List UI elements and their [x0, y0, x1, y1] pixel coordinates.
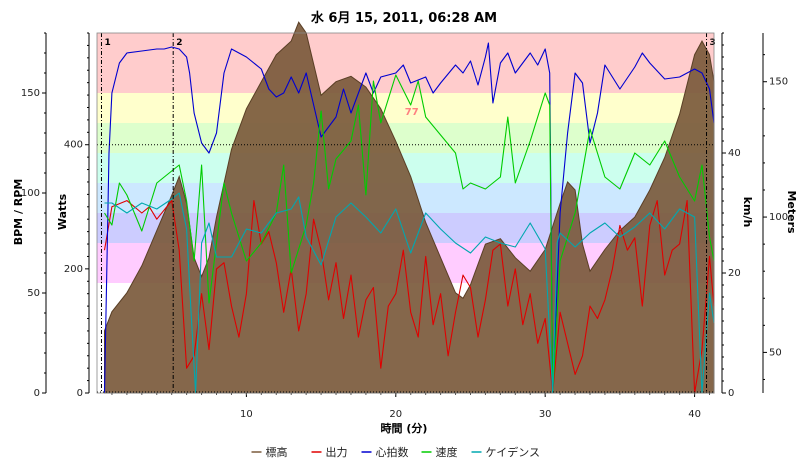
- legend: 標高 出力 心拍数 速度 ケイデンス: [251, 445, 541, 459]
- x-tick-label: 40: [688, 409, 701, 420]
- hr-zone-band: [97, 33, 714, 93]
- x-tick-label: 10: [240, 409, 253, 420]
- x-axis-title: 時間 (分): [381, 421, 428, 435]
- interval-marker-label: 2: [176, 38, 182, 48]
- series-line-出力: [103, 200, 715, 394]
- series-layer: [103, 21, 715, 394]
- watts-tick-label: 400: [64, 140, 83, 151]
- watts-tick-label: 200: [64, 264, 83, 275]
- legend-label: ケイデンス: [486, 445, 541, 459]
- hr-zone-band: [97, 93, 714, 123]
- x-tick-label: 20: [389, 409, 402, 420]
- speed-axis-title: km/h: [741, 197, 754, 228]
- bpm-rpm-axis-title: BPM / RPM: [12, 179, 25, 246]
- legend-label: 速度: [436, 445, 458, 459]
- series-line-心拍数: [103, 42, 715, 394]
- bpm-rpm-tick-label: 150: [21, 88, 40, 99]
- bpm-rpm-tick-label: 50: [27, 288, 40, 299]
- bpm-rpm-tick-label: 100: [21, 188, 40, 199]
- elevation-tick-label: 50: [769, 347, 782, 358]
- interval-marker-label: 1: [104, 38, 110, 48]
- interval-marker-label: 3: [710, 38, 716, 48]
- speed-tick-label: 20: [728, 268, 741, 279]
- x-tick-label: 30: [539, 409, 552, 420]
- legend-label: 標高: [266, 445, 288, 459]
- bpm-rpm-tick-label: 0: [34, 388, 40, 399]
- watts-axis-title: Watts: [56, 193, 69, 230]
- elevation-axis-title: Meters: [785, 190, 798, 234]
- speed-tick-label: 0: [728, 388, 734, 399]
- elevation-tick-label: 150: [769, 77, 788, 88]
- series-line-速度: [104, 74, 715, 394]
- legend-label: 出力: [326, 445, 348, 459]
- overlay-layer: 1 2 3 77: [97, 33, 716, 393]
- series-line-ケイデンス: [104, 192, 715, 394]
- annotation-label: 77: [405, 107, 419, 118]
- plot-frame: [96, 32, 715, 394]
- speed-tick-label: 40: [728, 148, 741, 159]
- legend-label: 心拍数: [376, 445, 409, 459]
- watts-tick-label: 0: [77, 388, 83, 399]
- elevation-tick-label: 100: [769, 212, 788, 223]
- chart-title: 水 6月 15, 2011, 06:28 AM: [311, 10, 497, 26]
- hr-zone-band: [97, 123, 714, 153]
